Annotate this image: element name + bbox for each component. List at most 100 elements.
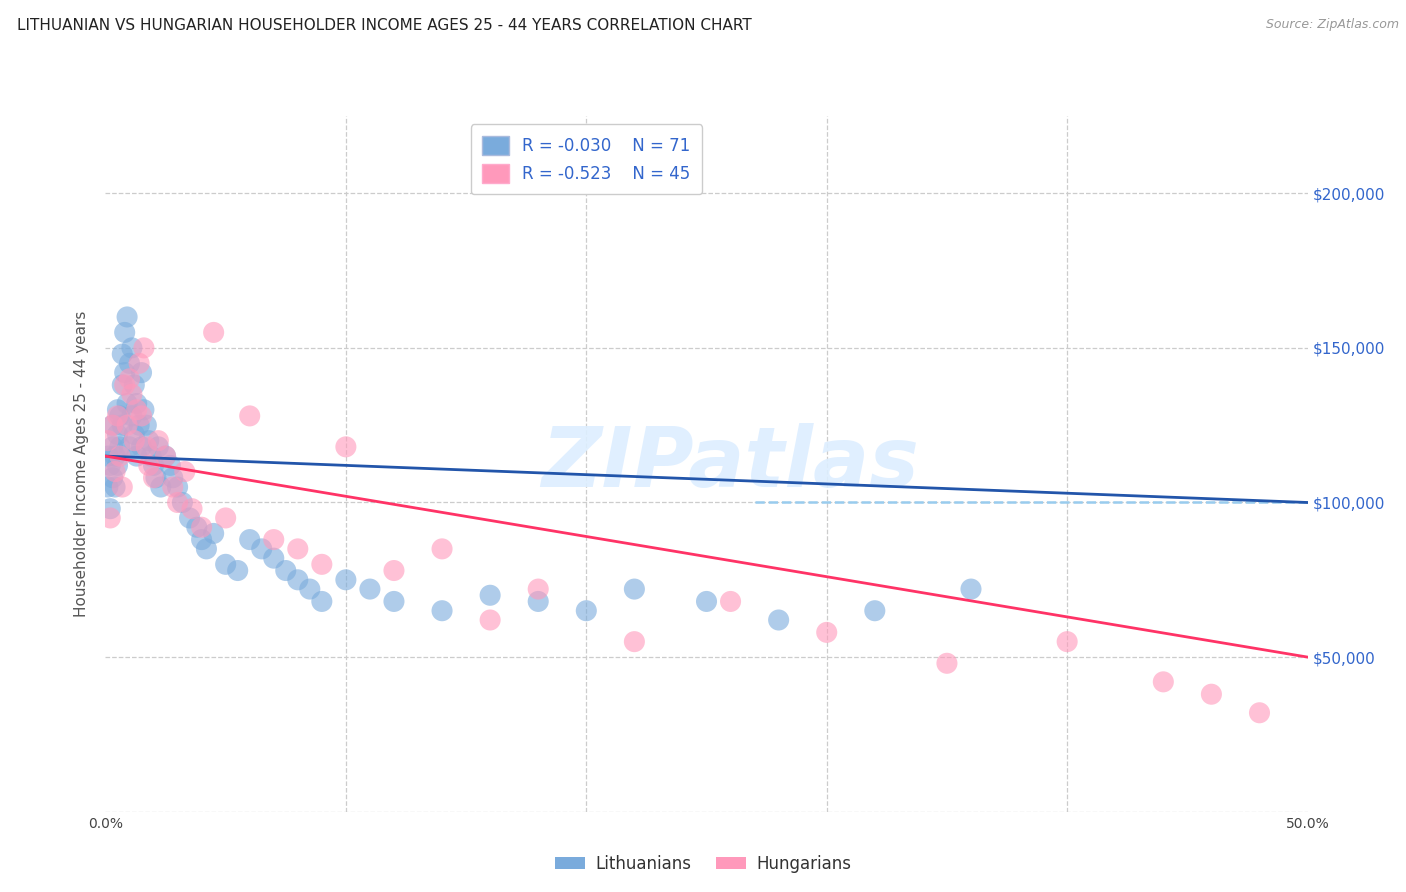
Point	[263, 533, 285, 547]
Point	[107, 458, 129, 473]
Point	[131, 366, 153, 380]
Point	[125, 449, 148, 463]
Point	[107, 427, 129, 442]
Point	[115, 396, 138, 410]
Point	[97, 449, 120, 463]
Point	[125, 396, 148, 410]
Point	[98, 458, 121, 473]
Point	[101, 471, 124, 485]
Point	[114, 378, 136, 392]
Point	[115, 310, 138, 324]
Point	[226, 564, 249, 578]
Point	[101, 418, 124, 433]
Point	[124, 434, 146, 448]
Point	[128, 356, 150, 370]
Point	[142, 471, 165, 485]
Point	[311, 558, 333, 572]
Point	[138, 434, 160, 448]
Point	[104, 480, 127, 494]
Point	[190, 520, 212, 534]
Point	[155, 449, 177, 463]
Point	[863, 604, 886, 618]
Point	[298, 582, 321, 596]
Point	[115, 418, 138, 433]
Point	[159, 458, 181, 473]
Point	[149, 480, 172, 494]
Point	[111, 347, 134, 361]
Point	[101, 440, 124, 454]
Text: ZIPatlas: ZIPatlas	[541, 424, 920, 504]
Point	[190, 533, 212, 547]
Point	[111, 378, 134, 392]
Point	[148, 440, 170, 454]
Point	[623, 634, 645, 648]
Point	[111, 418, 134, 433]
Point	[1249, 706, 1271, 720]
Point	[118, 440, 141, 454]
Legend: R = -0.030    N = 71, R = -0.523    N = 45: R = -0.030 N = 71, R = -0.523 N = 45	[471, 124, 702, 194]
Point	[107, 409, 129, 423]
Point	[97, 434, 120, 448]
Point	[155, 449, 177, 463]
Point	[131, 409, 153, 423]
Point	[108, 440, 131, 454]
Point	[125, 402, 148, 417]
Point	[135, 440, 157, 454]
Point	[1201, 687, 1223, 701]
Point	[430, 541, 453, 556]
Point	[186, 520, 208, 534]
Point	[335, 440, 357, 454]
Point	[263, 551, 285, 566]
Point	[287, 573, 309, 587]
Point	[139, 449, 162, 463]
Point	[121, 387, 143, 401]
Point	[696, 594, 718, 608]
Point	[382, 594, 405, 608]
Point	[104, 465, 127, 479]
Point	[768, 613, 790, 627]
Point	[107, 402, 129, 417]
Point	[239, 533, 262, 547]
Point	[214, 558, 236, 572]
Point	[172, 495, 194, 509]
Point	[181, 501, 204, 516]
Point	[162, 480, 184, 494]
Point	[101, 418, 124, 433]
Point	[118, 356, 141, 370]
Point	[118, 372, 141, 386]
Point	[274, 564, 297, 578]
Text: Source: ZipAtlas.com: Source: ZipAtlas.com	[1265, 18, 1399, 31]
Point	[287, 541, 309, 556]
Point	[132, 341, 155, 355]
Point	[98, 501, 121, 516]
Point	[479, 588, 502, 602]
Legend: Lithuanians, Hungarians: Lithuanians, Hungarians	[548, 848, 858, 880]
Point	[108, 409, 131, 423]
Point	[359, 582, 381, 596]
Point	[162, 471, 184, 485]
Y-axis label: Householder Income Ages 25 - 44 years: Householder Income Ages 25 - 44 years	[75, 310, 90, 617]
Point	[173, 465, 195, 479]
Point	[815, 625, 838, 640]
Point	[128, 418, 150, 433]
Point	[311, 594, 333, 608]
Point	[111, 480, 134, 494]
Point	[179, 511, 201, 525]
Point	[202, 526, 225, 541]
Point	[142, 458, 165, 473]
Point	[124, 378, 146, 392]
Point	[166, 480, 188, 494]
Point	[98, 511, 121, 525]
Point	[108, 449, 131, 463]
Point	[575, 604, 598, 618]
Point	[202, 326, 225, 340]
Point	[214, 511, 236, 525]
Point	[623, 582, 645, 596]
Point	[97, 480, 120, 494]
Point	[104, 449, 127, 463]
Point	[131, 440, 153, 454]
Point	[145, 471, 167, 485]
Point	[239, 409, 262, 423]
Point	[382, 564, 405, 578]
Point	[148, 434, 170, 448]
